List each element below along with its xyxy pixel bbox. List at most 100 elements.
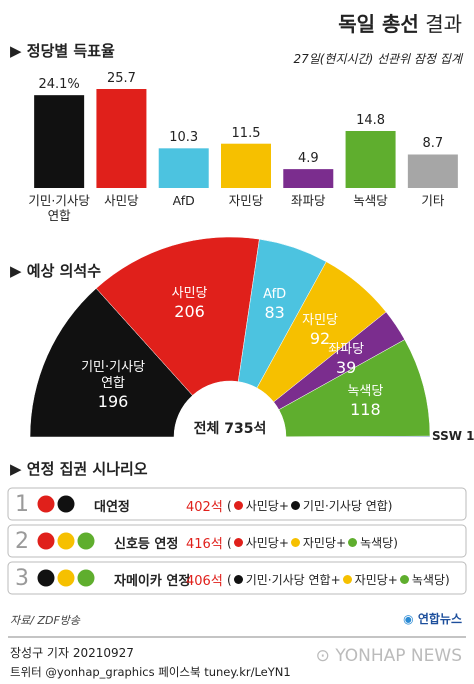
party-dot (57, 569, 75, 587)
scenario-name: 대연정 (94, 500, 130, 515)
party-dot (37, 569, 55, 587)
segment-label: AfD 83 (240, 287, 310, 321)
segment-label: 녹색당 118 (330, 384, 400, 418)
party-dot (233, 538, 243, 547)
bar (407, 154, 458, 188)
source: 자료/ ZDF방송 (10, 614, 81, 627)
segment-name: 기민·기사당 연합 (81, 359, 146, 391)
value-label: 25.7 (106, 71, 136, 86)
party-dot (57, 532, 75, 550)
value-label: 8.7 (422, 136, 444, 152)
party-dot (399, 575, 409, 584)
logo: ◉ 연합뉴스 (403, 612, 462, 626)
party-name: 기민·기사당 연합 (302, 499, 388, 513)
scenario-name: 신호등 연정 (114, 537, 179, 552)
section-title: ▶ 정당별 득표율 (10, 42, 115, 60)
segment-value: 1 (466, 429, 474, 443)
segment-name: SSW (432, 429, 462, 443)
party-dot (77, 532, 95, 550)
scenario-seats: 402석 (186, 500, 223, 515)
party-dot (233, 501, 243, 510)
scenario-seats: 406석 (186, 574, 223, 589)
bar-title: 정당별 득표율 (26, 42, 115, 60)
watermark-text: YONHAP NEWS (335, 646, 462, 666)
segment-name: 자민당 (302, 312, 338, 328)
x-tick-label: 기타 (421, 193, 445, 208)
segment-value: 196 (97, 391, 129, 411)
value-label: 14.8 (356, 112, 386, 128)
party-dot (57, 495, 75, 513)
bar (221, 143, 271, 188)
value-label: 11.5 (231, 125, 261, 141)
value-label: 4.9 (297, 151, 319, 167)
party-dot (77, 569, 95, 587)
party-dot (233, 575, 243, 584)
segment-value: 92 (309, 328, 331, 348)
scenario-title: 연정 집권 시나리오 (26, 460, 148, 478)
watermark: ⊙ YONHAP NEWS (315, 646, 462, 666)
byline: 장성구 기자 20210927 (10, 646, 134, 660)
segment-value: 39 (335, 357, 357, 377)
x-tick-label: 기민·기사당 연합 (28, 193, 90, 223)
segment-value: 83 (264, 303, 285, 323)
party-dot (342, 575, 352, 584)
scenario-formula: (사민당 + 자민당 + 녹색당) (227, 535, 398, 551)
party-dot (348, 538, 358, 547)
header-title: 독일 총선 결과 (338, 8, 462, 37)
seat-segment (285, 435, 431, 438)
x-tick-label: 자민당 (228, 193, 264, 208)
party-dot (37, 495, 55, 513)
subtitle: 27일(현지시간) 선관위 잠정 집계 (293, 52, 462, 66)
party-name: 자민당 (354, 573, 388, 587)
seat-segment (29, 288, 193, 438)
x-tick-label: 좌파당 (291, 193, 326, 208)
segment-label: SSW 1 (432, 429, 474, 443)
segment-name: 사민당 (171, 285, 208, 301)
segment-label: 사민당 206 (155, 286, 225, 320)
party-name: 사민당 (245, 499, 279, 513)
bar (158, 148, 209, 188)
segment-name: 녹색당 (347, 384, 384, 400)
party-name: 사민당 (245, 536, 279, 550)
party-name: 녹색당 (411, 573, 445, 587)
party-name: 기민·기사당 연합 (245, 573, 331, 587)
logo-text: 연합뉴스 (417, 612, 462, 626)
x-tick-label: 녹색당 (353, 193, 388, 208)
segment-label: 기민·기사당 연합 196 (78, 360, 148, 410)
seat-segment (95, 236, 260, 396)
title-bold: 독일 총선 (338, 12, 419, 36)
segment-value: 118 (350, 400, 381, 420)
social: 트위터 @yonhap_graphics 페이스북 tuney.kr/LeYN1 (10, 665, 291, 679)
x-tick-label: 사민당 (104, 193, 139, 208)
segment-value: 206 (174, 301, 205, 321)
segment-name: 좌파당 (328, 341, 365, 357)
scenario-number: 3 (15, 566, 29, 591)
section-title: ▶ 연정 집권 시나리오 (10, 460, 148, 478)
section-title: ▶ 예상 의석수 (10, 262, 101, 280)
party-dot (290, 501, 300, 510)
scenario-name: 자메이카 연정 (114, 574, 191, 589)
party-dot (290, 538, 300, 547)
segment-name: AfD (263, 287, 287, 303)
segment-label: 좌파당 39 (311, 342, 381, 376)
donut-title: 예상 의석수 (26, 262, 101, 280)
segment-label: 자민당 92 (285, 313, 355, 347)
party-name: 자민당 (302, 536, 336, 550)
center-label: 전체 735석 (193, 421, 267, 437)
bar (345, 130, 396, 188)
scenario-number: 2 (15, 529, 29, 554)
title-rest: 결과 (425, 12, 462, 36)
bar (96, 89, 147, 188)
bar (34, 95, 85, 188)
bar (283, 169, 334, 188)
value-label: 24.1% (38, 77, 80, 93)
scenario-number: 1 (15, 492, 29, 517)
x-tick-label: AfD (172, 193, 195, 208)
scenario-formula: (기민·기사당 연합 + 자민당 + 녹색당) (227, 572, 450, 588)
party-name: 녹색당 (360, 536, 394, 550)
scenario-formula: (사민당 + 기민·기사당 연합) (227, 498, 393, 514)
scenario-seats: 416석 (186, 537, 223, 552)
party-dot (37, 532, 55, 550)
